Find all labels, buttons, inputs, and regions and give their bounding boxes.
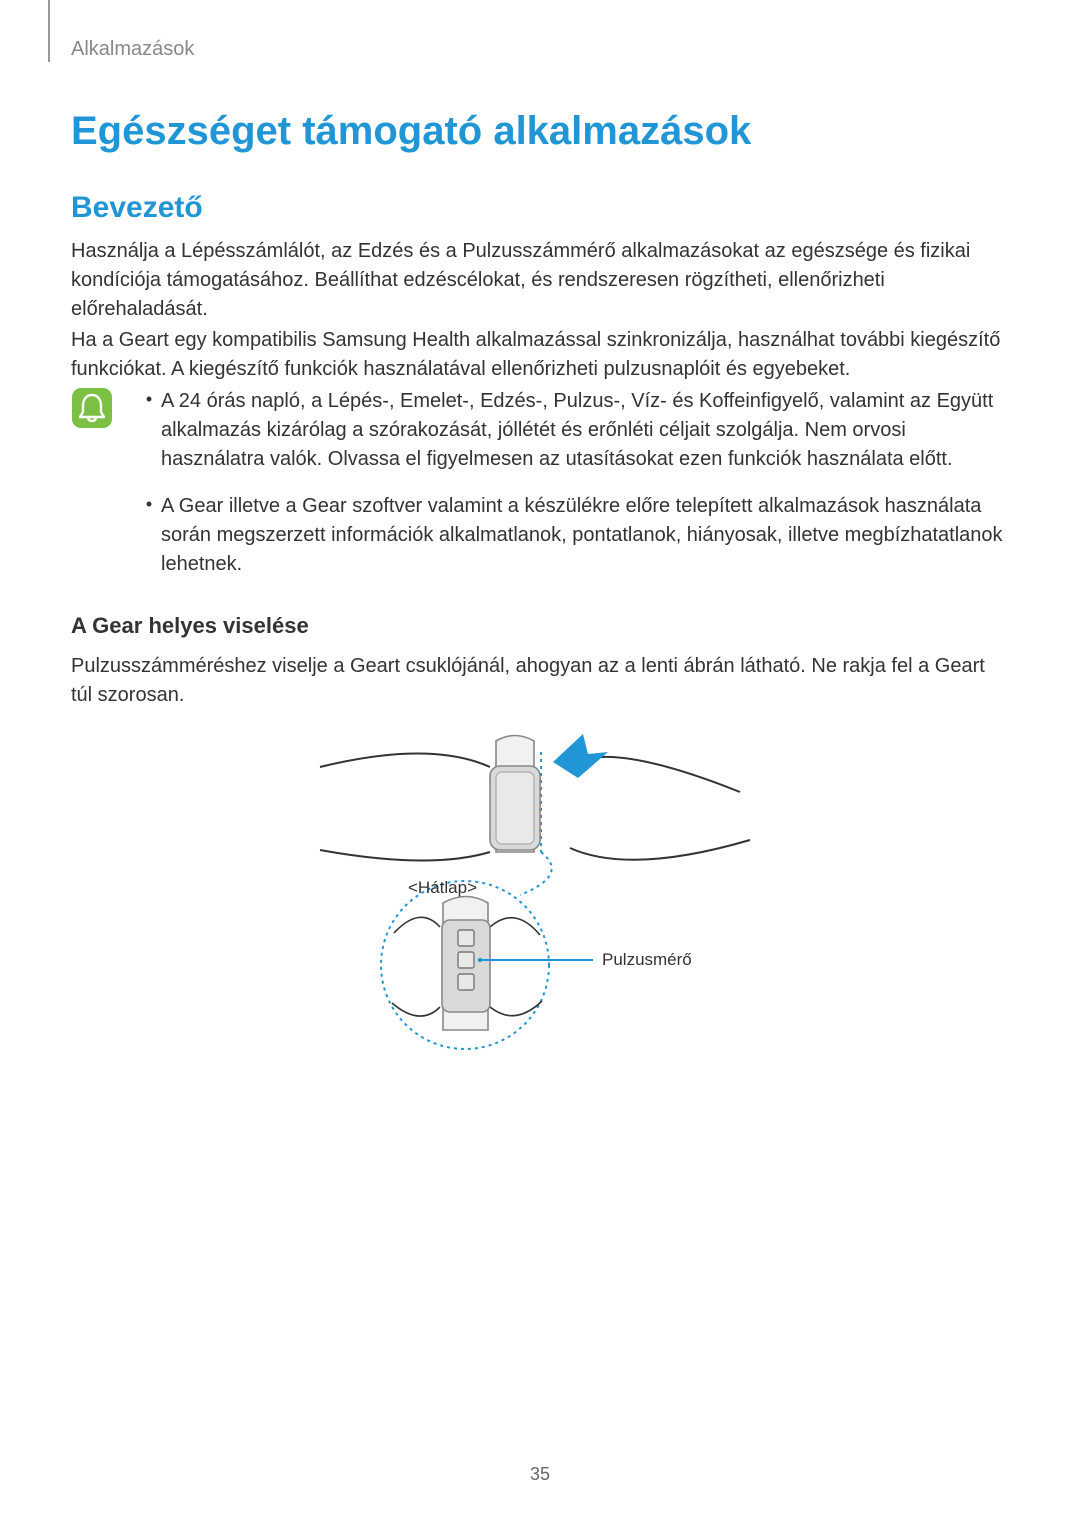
- page-title: Egészséget támogató alkalmazások: [71, 109, 751, 154]
- note-block: • A 24 órás napló, a Lépés-, Emelet-, Ed…: [71, 387, 1011, 597]
- section-heading: A Gear helyes viselése: [71, 613, 309, 639]
- note-text-1: A 24 órás napló, a Lépés-, Emelet-, Edzé…: [161, 387, 1011, 474]
- intro-paragraph-2: Ha a Geart egy kompatibilis Samsung Heal…: [71, 326, 1011, 384]
- section-paragraph: Pulzusszámméréshez viselje a Geart csukl…: [71, 652, 1011, 710]
- diagram-label-sensor: Pulzusmérő: [602, 950, 692, 969]
- note-list: • A 24 órás napló, a Lépés-, Emelet-, Ed…: [137, 387, 1011, 597]
- page-margin-line: [48, 0, 50, 62]
- note-text-2: A Gear illetve a Gear szoftver valamint …: [161, 492, 1011, 579]
- sub-heading: Bevezető: [71, 191, 203, 225]
- intro-paragraph-1: Használja a Lépésszámlálót, az Edzés és …: [71, 237, 1011, 324]
- bullet-icon: •: [137, 494, 161, 515]
- diagram-label-back: <Hátlap>: [408, 878, 477, 897]
- list-item: • A 24 órás napló, a Lépés-, Emelet-, Ed…: [137, 387, 1011, 474]
- wrist-diagram: <Hátlap> Pulzusmérő: [310, 730, 770, 1050]
- list-item: • A Gear illetve a Gear szoftver valamin…: [137, 492, 1011, 579]
- bell-badge-icon: [71, 387, 113, 429]
- breadcrumb: Alkalmazások: [71, 38, 194, 61]
- bullet-icon: •: [137, 389, 161, 410]
- page-number: 35: [0, 1464, 1080, 1485]
